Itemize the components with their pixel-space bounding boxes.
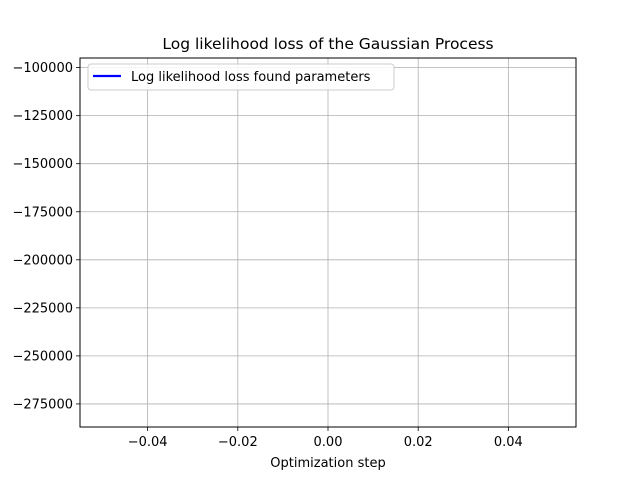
- grid-lines: [80, 58, 576, 427]
- x-tick-label: 0.02: [404, 435, 433, 450]
- x-tick-label: 0.00: [314, 435, 343, 450]
- y-tick-label: −175000: [12, 205, 73, 220]
- y-tick-label: −150000: [12, 157, 73, 172]
- y-tick-label: −275000: [12, 397, 73, 412]
- x-axis-label: Optimization step: [270, 456, 385, 471]
- legend-entry-label: Log likelihood loss found parameters: [131, 70, 371, 85]
- x-axis-ticks: −0.04 −0.02 0.00 0.02 0.04: [128, 427, 523, 450]
- x-tick-label: 0.04: [494, 435, 523, 450]
- legend: Log likelihood loss found parameters: [87, 63, 395, 91]
- chart-title: Log likelihood loss of the Gaussian Proc…: [162, 35, 493, 53]
- y-axis-ticks: −100000 −125000 −150000 −175000 −200000 −2250…: [12, 61, 80, 412]
- x-tick-label: −0.02: [218, 435, 258, 450]
- y-tick-label: −125000: [12, 109, 73, 124]
- y-tick-label: −200000: [12, 253, 73, 268]
- x-tick-label: −0.04: [128, 435, 168, 450]
- y-tick-label: −100000: [12, 61, 73, 76]
- y-tick-label: −250000: [12, 349, 73, 364]
- y-tick-label: −225000: [12, 301, 73, 316]
- legend-box: [87, 63, 395, 91]
